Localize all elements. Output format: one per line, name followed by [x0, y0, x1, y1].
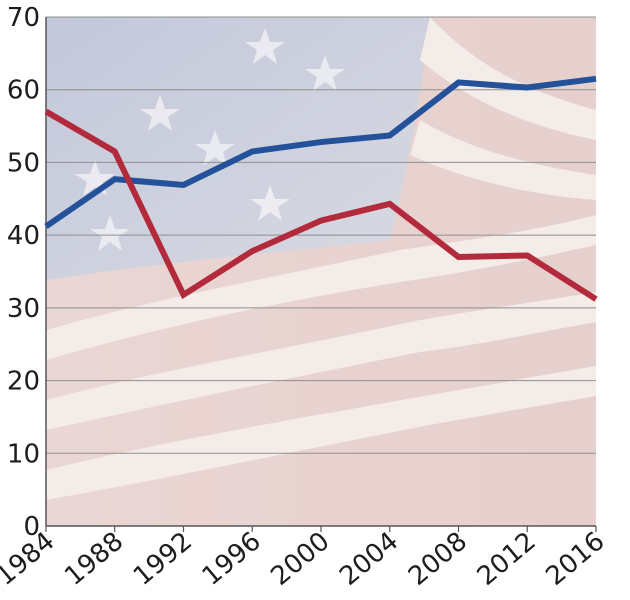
- y-axis-ticks: 0 10 20 30 40 50 60 70: [7, 3, 40, 542]
- x-tick-label-1996: 1996: [197, 526, 267, 592]
- y-tick-label-50: 50: [7, 148, 40, 178]
- y-tick-label-0: 0: [23, 512, 40, 542]
- x-tick-label-2004: 2004: [334, 526, 404, 592]
- y-tick-label-10: 10: [7, 439, 40, 469]
- gridlines: [46, 16, 596, 454]
- x-tick-label-2000: 2000: [266, 526, 336, 592]
- x-tick-label-1992: 1992: [128, 526, 198, 592]
- flag-stars: [75, 28, 345, 251]
- x-tick-label-2012: 2012: [472, 526, 542, 592]
- y-tick-label-20: 20: [7, 367, 40, 397]
- series-group: [44, 75, 598, 302]
- flag-background: [46, 17, 596, 526]
- y-tick-label-40: 40: [7, 221, 40, 251]
- y-tick-label-30: 30: [7, 294, 40, 324]
- y-tick-label-70: 70: [7, 3, 40, 33]
- x-tick-label-1988: 1988: [59, 526, 129, 592]
- x-tick-label-2008: 2008: [403, 526, 473, 592]
- axes: [45, 17, 597, 532]
- x-tick-label-1984: 1984: [0, 526, 60, 592]
- y-tick-label-60: 60: [7, 76, 40, 106]
- x-tick-label-2016: 2016: [541, 526, 611, 592]
